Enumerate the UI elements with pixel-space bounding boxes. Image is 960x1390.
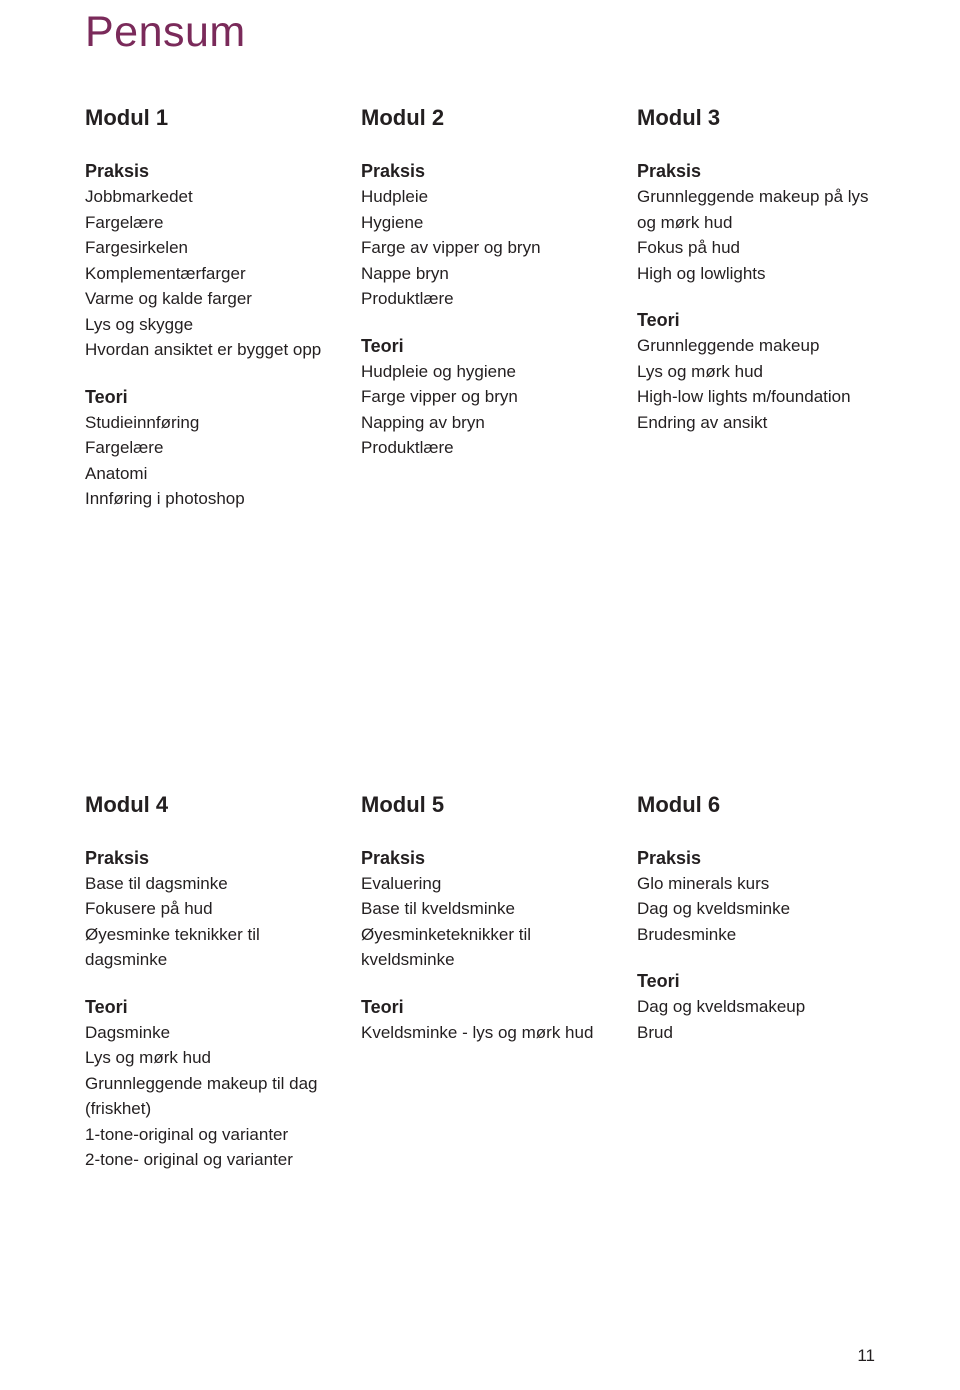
module-heading: Modul 6 [637,792,875,818]
module-4-col: Modul 4 Praksis Base til dagsminke Fokus… [85,792,323,1173]
list-item: Brudesminke [637,922,875,948]
list-item: Kveldsminke - lys og mørk hud [361,1020,599,1046]
list-item: Brud [637,1020,875,1046]
module-1-col: Modul 1 Praksis Jobbmarkedet Fargelære F… [85,105,323,512]
section-heading-teori: Teori [637,310,875,331]
list-item: Farge vipper og bryn [361,384,599,410]
section-heading-teori: Teori [85,997,323,1018]
module-heading: Modul 4 [85,792,323,818]
section-heading-praksis: Praksis [361,848,599,869]
list-item: Øyesminketeknikker til kveldsminke [361,922,599,973]
list-item: Base til kveldsminke [361,896,599,922]
section-heading-praksis: Praksis [85,848,323,869]
list-item: Varme og kalde farger [85,286,323,312]
list-item: Dag og kveldsminke [637,896,875,922]
section-heading-teori: Teori [85,387,323,408]
page-container: Pensum Modul 1 Praksis Jobbmarkedet Farg… [0,0,960,1173]
list-item: Napping av bryn [361,410,599,436]
section-heading-praksis: Praksis [637,161,875,182]
module-heading: Modul 5 [361,792,599,818]
section-heading-praksis: Praksis [85,161,323,182]
list-item: Evaluering [361,871,599,897]
list-item: Komplementærfarger [85,261,323,287]
page-number: 11 [857,1346,875,1366]
module-6-col: Modul 6 Praksis Glo minerals kurs Dag og… [637,792,875,1173]
list-item: High-low lights m/foundation [637,384,875,410]
list-item: Fargelære [85,210,323,236]
list-item: Dag og kveldsmakeup [637,994,875,1020]
list-item: Base til dagsminke [85,871,323,897]
list-item: High og lowlights [637,261,875,287]
list-item: Fargesirkelen [85,235,323,261]
page-title: Pensum [85,0,875,57]
list-item: Fargelære [85,435,323,461]
list-item: 1-tone-original og varianter [85,1122,323,1148]
module-heading: Modul 3 [637,105,875,131]
list-item: Anatomi [85,461,323,487]
list-item: Nappe bryn [361,261,599,287]
section-heading-teori: Teori [637,971,875,992]
list-item: Produktlære [361,286,599,312]
list-item: Hudpleie og hygiene [361,359,599,385]
section-heading-praksis: Praksis [361,161,599,182]
list-item: Produktlære [361,435,599,461]
list-item: Glo minerals kurs [637,871,875,897]
module-5-col: Modul 5 Praksis Evaluering Base til kvel… [361,792,599,1173]
list-item: Grunnleggende makeup til dag (friskhet) [85,1071,323,1122]
list-item: Lys og skygge [85,312,323,338]
list-item: Dagsminke [85,1020,323,1046]
list-item: Studieinnføring [85,410,323,436]
list-item: Fokusere på hud [85,896,323,922]
list-item: Hudpleie [361,184,599,210]
list-item: Innføring i photoshop [85,486,323,512]
list-item: Jobbmarkedet [85,184,323,210]
section-heading-teori: Teori [361,336,599,357]
list-item: 2-tone- original og varianter [85,1147,323,1173]
module-row-1: Modul 1 Praksis Jobbmarkedet Fargelære F… [85,105,875,512]
module-row-2: Modul 4 Praksis Base til dagsminke Fokus… [85,792,875,1173]
list-item: Øyesminke teknikker til dagsminke [85,922,323,973]
list-item: Endring av ansikt [637,410,875,436]
module-heading: Modul 1 [85,105,323,131]
list-item: Lys og mørk hud [85,1045,323,1071]
list-item: Lys og mørk hud [637,359,875,385]
module-3-col: Modul 3 Praksis Grunnleggende makeup på … [637,105,875,512]
list-item: Grunnleggende makeup [637,333,875,359]
list-item: Grunnleggende makeup på lys og mørk hud [637,184,875,235]
list-item: Hygiene [361,210,599,236]
list-item: Hvordan ansiktet er bygget opp [85,337,323,363]
module-heading: Modul 2 [361,105,599,131]
list-item: Farge av vipper og bryn [361,235,599,261]
section-heading-praksis: Praksis [637,848,875,869]
module-2-col: Modul 2 Praksis Hudpleie Hygiene Farge a… [361,105,599,512]
section-heading-teori: Teori [361,997,599,1018]
list-item: Fokus på hud [637,235,875,261]
